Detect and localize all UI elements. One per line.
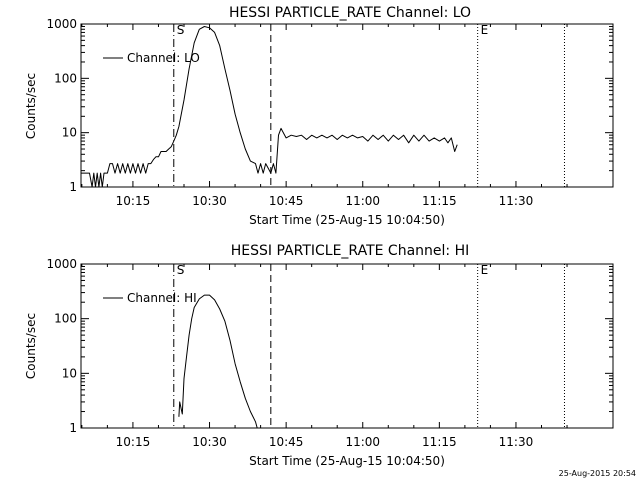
hi-series-group <box>178 294 258 428</box>
lo-series-group <box>81 26 458 187</box>
hi-x-tick-label: 11:15 <box>422 435 457 449</box>
hi-legend-label: Channel: HI <box>127 291 197 305</box>
lo-x-tick-label: 10:30 <box>192 194 227 208</box>
lo-y-tick-label: 10 <box>62 126 77 140</box>
lo-x-tick-label: 10:45 <box>269 194 304 208</box>
lo-marker-label: S <box>177 23 185 37</box>
lo-x-tick-label: 10:15 <box>116 194 151 208</box>
lo-y-tick-label: 100 <box>54 71 77 85</box>
lo-legend: Channel: LO <box>103 51 200 65</box>
lo-y-axis-label: Counts/sec <box>24 73 38 139</box>
hi-y-tick-label: 100 <box>54 312 77 326</box>
lo-marker-label: E <box>481 23 489 37</box>
hi-plot-frame <box>80 263 614 429</box>
hi-y-tick-label: 1 <box>69 421 77 435</box>
hi-x-tick-label: 11:30 <box>499 435 534 449</box>
hi-marker-label: S <box>177 263 185 277</box>
hi-x-tick-label: 11:00 <box>345 435 380 449</box>
hi-chart-title: HESSI PARTICLE_RATE Channel: HI <box>231 243 469 259</box>
lo-x-axis-label: Start Time (25-Aug-15 10:04:50) <box>249 213 445 227</box>
hi-x-tick-label: 10:30 <box>192 435 227 449</box>
lo-x-tick-label: 11:00 <box>345 194 380 208</box>
generation-timestamp: 25-Aug-2015 20:54 <box>559 469 636 478</box>
lo-chart-title: HESSI PARTICLE_RATE Channel: LO <box>229 5 471 21</box>
hi-y-ticks: 1 10 100 1000 <box>46 257 613 435</box>
lo-y-ticks: 1 10 100 1000 <box>46 17 613 194</box>
hi-x-tick-label: 10:15 <box>116 435 151 449</box>
lo-x-tick-label: 11:15 <box>422 194 457 208</box>
lo-legend-label: Channel: LO <box>127 51 200 65</box>
lo-y-tick-label: 1000 <box>46 17 77 31</box>
hi-x-ticks: 10:15 10:30 10:45 11:00 11:15 11:30 <box>81 264 568 449</box>
hi-x-tick-label: 10:45 <box>269 435 304 449</box>
hi-legend: Channel: HI <box>103 291 197 305</box>
lo-series-line <box>81 26 458 187</box>
hi-y-tick-label: 10 <box>62 366 77 380</box>
hi-x-axis-label: Start Time (25-Aug-15 10:04:50) <box>249 454 445 468</box>
hi-series-line <box>178 294 258 428</box>
lo-y-tick-label: 1 <box>69 180 77 194</box>
hi-y-tick-label: 1000 <box>46 257 77 271</box>
hi-y-axis-label: Counts/sec <box>24 313 38 379</box>
lo-x-ticks: 10:15 10:30 10:45 11:00 11:15 11:30 <box>81 24 568 208</box>
hi-marker-label: E <box>481 263 489 277</box>
lo-plot-frame <box>80 23 614 188</box>
lo-x-tick-label: 11:30 <box>499 194 534 208</box>
